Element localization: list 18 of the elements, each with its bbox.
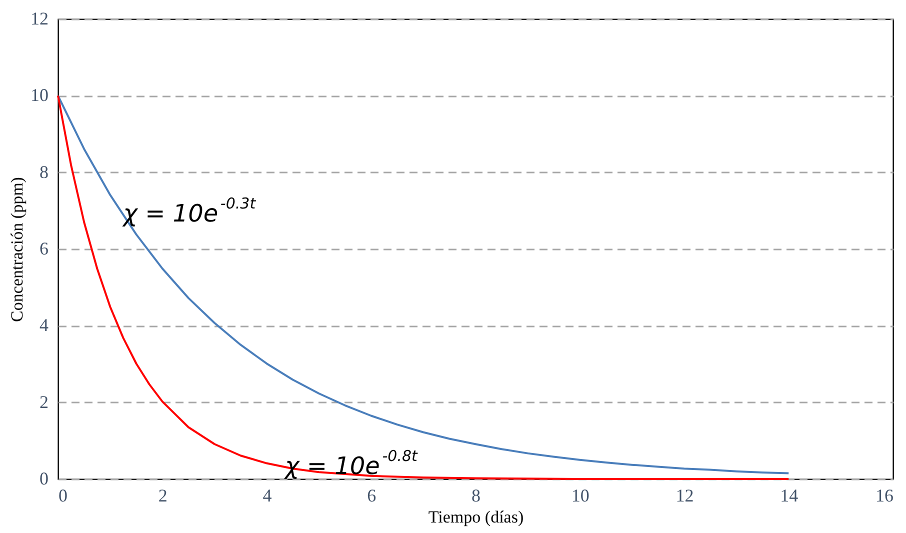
y-tick-label: 0 xyxy=(40,468,48,488)
x-tick-label: 10 xyxy=(571,486,590,506)
x-tick-label: 4 xyxy=(262,486,272,506)
x-tick-label: 0 xyxy=(58,486,68,506)
x-tick-label: 2 xyxy=(158,486,168,506)
y-tick-label: 8 xyxy=(40,162,48,182)
x-tick-label: 8 xyxy=(472,486,480,506)
y-tick-label: 2 xyxy=(40,392,48,412)
x-tick-label: 16 xyxy=(876,486,894,506)
x-tick-label: 12 xyxy=(676,486,694,506)
y-tick-label: 4 xyxy=(40,315,48,336)
x-tick-label: 6 xyxy=(367,486,376,506)
x-axis-title: Tiempo (días) xyxy=(428,508,524,526)
y-axis-title: Concentración (ppm) xyxy=(8,177,26,322)
y-tick-label: 6 xyxy=(40,238,48,258)
x-tick-label: 14 xyxy=(780,486,798,506)
y-tick-label: 12 xyxy=(30,8,48,28)
y-tick-label: 10 xyxy=(30,85,48,106)
